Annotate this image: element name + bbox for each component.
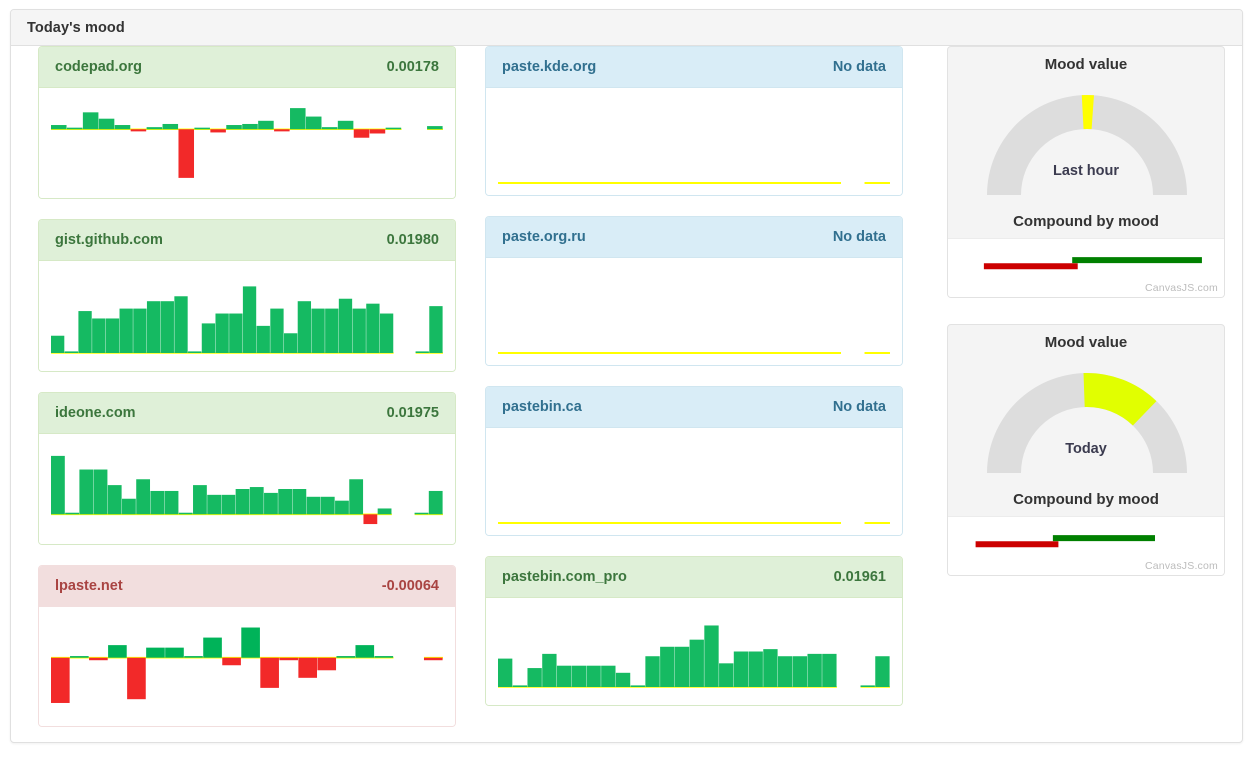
compound-title: Compound by mood [1013,213,1159,230]
site-card-header: paste.org.ru No data [486,217,902,258]
page-title: Today's mood [27,19,125,36]
mood-gauge-widget[interactable]: Mood value Last hour Compound by mood Canva… [947,46,1225,298]
panel-header: Today's mood [11,10,1242,46]
site-card[interactable]: pastebin.com_pro 0.01961 [485,556,903,706]
site-card-header: codepad.org 0.00178 [39,47,455,88]
site-card[interactable]: paste.kde.org No data [485,46,903,196]
site-name: pastebin.com_pro [502,569,627,585]
site-value: 0.01961 [833,569,886,585]
site-chart-area [39,88,455,198]
bar-chart [51,455,443,525]
compound-chart-area: CanvasJS.com [948,238,1224,297]
site-name: lpaste.net [55,578,123,594]
site-card[interactable]: ideone.com 0.01975 [38,392,456,545]
site-card-header: paste.kde.org No data [486,47,902,88]
site-card[interactable]: paste.org.ru No data [485,216,903,366]
site-name: paste.kde.org [502,59,597,75]
compound-title: Compound by mood [1013,491,1159,508]
site-card-header: pastebin.com_pro 0.01961 [486,557,902,598]
site-value: 0.00178 [386,59,439,75]
canvasjs-watermark: CanvasJS.com [1144,560,1218,572]
bar-chart [498,352,890,354]
site-card[interactable]: lpaste.net -0.00064 [38,565,456,727]
bar-chart [51,108,443,178]
gauge-arc [987,94,1187,195]
site-name: gist.github.com [55,232,163,248]
site-chart-area [486,258,902,365]
gauge-center-label: Last hour [1052,163,1120,179]
site-card-header: gist.github.com 0.01980 [39,220,455,261]
site-name: ideone.com [55,405,136,421]
site-chart-area [39,434,455,544]
todays-mood-panel: Today's mood codepad.org 0.00178 gist.gith… [10,9,1243,743]
gauge-center-label: Today [1065,441,1107,457]
site-value: No data [832,229,886,245]
gauge-title: Mood value [1044,334,1128,351]
bar-chart [498,182,890,184]
site-value: 0.01980 [386,232,439,248]
column-right: Mood value Last hour Compound by mood Canva… [947,46,1225,602]
site-value: No data [832,59,886,75]
site-name: codepad.org [55,59,143,75]
panel-body: codepad.org 0.00178 gist.github.com 0.01980… [11,46,1242,743]
canvasjs-watermark: CanvasJS.com [1144,282,1218,294]
compound-bar-chart [975,535,1155,548]
site-chart-area [486,598,902,705]
site-card-header: pastebin.ca No data [486,387,902,428]
compound-bar-chart [983,257,1202,270]
mood-gauge-widget[interactable]: Mood value Today Compound by mood CanvasJS.… [947,324,1225,576]
site-chart-area [39,261,455,371]
gauge-arc-wrap: Today [948,353,1224,481]
gauge-arc [987,373,1187,473]
site-name: paste.org.ru [502,229,586,245]
site-chart-area [486,428,902,535]
site-card[interactable]: pastebin.ca No data [485,386,903,536]
bar-chart [51,627,443,703]
site-value: -0.00064 [381,578,439,594]
site-value: 0.01975 [386,405,439,421]
column-left: codepad.org 0.00178 gist.github.com 0.01980… [38,46,456,747]
site-name: pastebin.ca [502,399,582,415]
gauge-arc-wrap: Last hour [948,75,1224,203]
site-chart-area [39,607,455,726]
compound-chart-area: CanvasJS.com [948,516,1224,575]
site-card-header: ideone.com 0.01975 [39,393,455,434]
gauge-title: Mood value [1044,56,1128,73]
site-card[interactable]: gist.github.com 0.01980 [38,219,456,372]
site-value: No data [832,399,886,415]
bar-chart [51,286,443,354]
site-chart-area [486,88,902,195]
site-card-header: lpaste.net -0.00064 [39,566,455,607]
site-card[interactable]: codepad.org 0.00178 [38,46,456,199]
bar-chart [498,522,890,524]
bar-chart [498,625,890,688]
column-middle: paste.kde.org No data paste.org.ru No data p… [485,46,903,726]
